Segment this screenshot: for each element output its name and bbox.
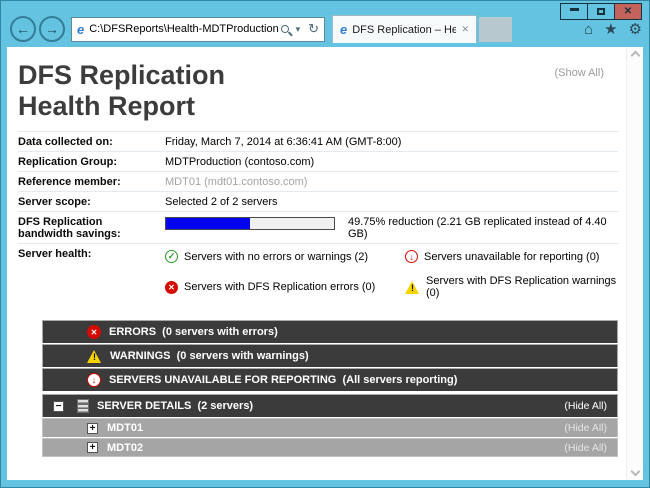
forward-button[interactable]: → [39,16,65,42]
address-bar-icons: ▾ ↻ [278,21,319,37]
page-title: DFS Replication Health Report [18,60,606,121]
server-row-mdt02[interactable]: + MDT02 (Hide All) [42,438,618,457]
search-icon[interactable] [280,25,289,33]
page-content: DFS Replication Health Report (Show All)… [7,47,643,480]
forward-icon: → [45,21,59,37]
favorites-star-icon[interactable]: ★ [604,21,618,38]
scroll-up-icon[interactable] [630,50,640,61]
bandwidth-progress-bar [165,217,335,230]
tab-dfs-replication-health-report[interactable]: e DFS Replication – Health Re... ✕ [332,15,477,43]
field-label: Server health: [18,248,92,260]
warning-triangle-icon: ! [87,349,102,363]
address-bar[interactable]: e C:\DFSReports\Health-MDTProduction-07M… [71,16,325,42]
report-summary-fields: Data collected on: Friday, March 7, 2014… [18,131,618,308]
expand-icon[interactable]: + [87,442,98,453]
section-warnings[interactable]: ! WARNINGS (0 servers with warnings) [42,344,618,367]
health-item-no-errors: ✓ Servers with no errors or warnings (2) [165,250,405,263]
section-server-details[interactable]: − SERVER DETAILS (2 servers) (Hide All) [42,394,618,417]
section-title: SERVER DETAILS (2 servers) [97,400,254,412]
field-label: DFS Replication bandwidth savings: [18,216,121,240]
green-check-icon: ✓ [165,250,178,263]
field-bandwidth-savings: DFS Replication bandwidth savings: 49.75… [18,212,618,244]
close-button[interactable]: ✕ [614,3,642,20]
bandwidth-value: 49.75% reduction (2.21 GB replicated ins… [165,216,618,240]
bandwidth-text: 49.75% reduction (2.21 GB replicated ins… [348,216,607,240]
tab-title: DFS Replication – Health Re... [352,23,457,36]
report-header: DFS Replication Health Report (Show All) [18,60,626,121]
browser-action-icons: ⌂ ★ ⚙ [584,20,642,39]
section-unavailable[interactable]: ↓ SERVERS UNAVAILABLE FOR REPORTING (All… [42,368,618,391]
field-reference-member: Reference member: MDT01 (mdt01.contoso.c… [18,172,618,192]
red-cross-icon: ✕ [87,325,101,339]
section-title: WARNINGS (0 servers with warnings) [110,350,309,362]
section-errors[interactable]: ✕ ERRORS (0 servers with errors) [42,320,618,343]
hide-all-link[interactable]: (Hide All) [564,441,607,454]
back-icon: ← [16,21,30,37]
field-value: Selected 2 of 2 servers [165,196,278,208]
address-url[interactable]: C:\DFSReports\Health-MDTProduction-07Mar [89,23,278,35]
server-health-grid: ✓ Servers with no errors or warnings (2)… [165,248,618,305]
field-replication-group: Replication Group: MDTProduction (contos… [18,152,618,172]
ie-tab-icon: e [340,22,348,37]
health-label: Servers with no errors or warnings (2) [184,250,369,263]
settings-gear-icon[interactable]: ⚙ [628,21,642,38]
maximize-button[interactable] [587,3,615,20]
server-name: MDT01 [107,422,144,434]
chevron-down-icon[interactable]: ▾ [295,23,301,34]
expand-icon[interactable]: + [87,422,98,434]
window-controls: ✕ [560,3,642,20]
section-title: ERRORS (0 servers with errors) [109,326,278,338]
health-item-warnings: ! Servers with DFS Replication warnings … [405,275,618,299]
tab-close-icon[interactable]: ✕ [461,24,469,34]
server-row-mdt01[interactable]: + MDT01 (Hide All) [42,418,618,437]
home-icon[interactable]: ⌂ [584,20,594,38]
vertical-scrollbar[interactable] [626,47,643,480]
page-title-line2: Health Report [18,90,196,121]
field-value: Friday, March 7, 2014 at 6:36:41 AM (GMT… [165,136,402,148]
field-label: Data collected on: [18,136,113,148]
health-label: Servers with DFS Replication warnings (0… [426,275,617,299]
hide-all-link[interactable]: (Hide All) [564,422,607,434]
field-label: Replication Group: [18,156,117,168]
field-server-health: Server health: ✓ Servers with no errors … [18,244,618,308]
warning-triangle-icon: ! [405,280,420,294]
field-data-collected: Data collected on: Friday, March 7, 2014… [18,132,618,152]
minimize-button[interactable] [560,3,588,20]
page-title-line1: DFS Replication [18,60,226,90]
red-down-arrow-icon: ↓ [405,250,418,263]
server-name: MDT02 [107,441,144,454]
new-tab-button[interactable] [479,16,512,42]
health-item-errors: ✕ Servers with DFS Replication errors (0… [165,275,405,299]
minimize-icon [569,8,579,11]
field-value: MDTProduction (contoso.com) [165,156,315,168]
refresh-icon[interactable]: ↻ [308,21,319,36]
maximize-icon [597,8,605,15]
ie-page-icon: e [77,21,85,37]
server-stack-icon [77,399,89,413]
field-label: Server scope: [18,196,91,208]
health-label: Servers unavailable for reporting (0) [424,250,600,263]
close-icon: ✕ [623,6,633,17]
section-title: SERVERS UNAVAILABLE FOR REPORTING (All s… [109,374,458,386]
back-button[interactable]: ← [10,16,36,42]
red-cross-icon: ✕ [165,280,178,294]
show-all-link[interactable]: (Show All) [554,67,604,79]
field-server-scope: Server scope: Selected 2 of 2 servers [18,192,618,212]
hide-all-link[interactable]: (Hide All) [564,400,607,412]
bandwidth-progress-fill [166,218,250,229]
health-label: Servers with DFS Replication errors (0) [184,281,376,293]
field-value: MDT01 (mdt01.contoso.com) [165,176,308,188]
report-sections: ✕ ERRORS (0 servers with errors) ! WARNI… [42,320,618,457]
field-label: Reference member: [18,176,121,188]
collapse-icon[interactable]: − [53,400,64,412]
scroll-down-icon[interactable] [630,466,640,477]
red-down-arrow-icon: ↓ [87,373,101,387]
report-page: DFS Replication Health Report (Show All)… [7,47,626,480]
browser-toolbar: ← → e C:\DFSReports\Health-MDTProduction… [10,15,642,43]
health-item-unavailable: ↓ Servers unavailable for reporting (0) [405,250,618,263]
